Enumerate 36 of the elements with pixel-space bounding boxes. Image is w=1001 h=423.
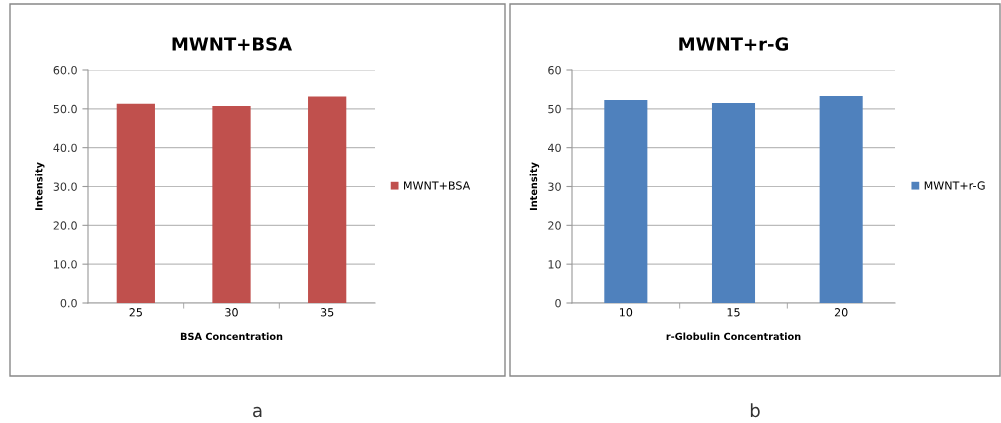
- y-tick-label: 30.0: [53, 182, 77, 191]
- bar: [308, 96, 347, 303]
- legend-label: MWNT+BSA: [404, 181, 471, 190]
- y-tick-label: 10.0: [54, 260, 77, 269]
- text: a: [253, 406, 262, 418]
- legend-label: MWNT+r-G: [924, 181, 985, 190]
- y-tick-label: 0: [555, 298, 561, 308]
- x-tick-label: 25: [129, 308, 142, 317]
- y-axis-title: Intensity: [35, 162, 45, 211]
- y-tick-label: 40.0: [53, 143, 77, 153]
- x-tick-label: 20: [834, 308, 848, 317]
- chart-title: MWNT+r-G: [679, 37, 788, 51]
- x-tick-label: 35: [320, 308, 334, 317]
- y-tick-label: 20.0: [53, 221, 77, 230]
- y-tick-label: 50: [548, 104, 561, 114]
- y-tick-label: 30: [548, 182, 561, 191]
- y-tick-label: 20: [548, 221, 561, 230]
- y-tick-label: 40: [547, 143, 561, 153]
- bar: [116, 103, 155, 303]
- bar: [711, 103, 756, 303]
- x-axis-title: r-Globulin Concentration: [666, 332, 801, 341]
- x-tick-label: 15: [727, 308, 740, 317]
- y-axis-title: Intensity: [529, 162, 540, 211]
- bar: [819, 96, 863, 303]
- y-tick-label: 60.0: [53, 65, 77, 75]
- x-tick-label: 30: [225, 308, 238, 317]
- y-tick-label: 10: [548, 260, 561, 269]
- x-tick-label: 10: [619, 308, 633, 317]
- y-tick-label: 50.0: [53, 104, 77, 114]
- text: b: [750, 403, 760, 418]
- y-tick-label: 60: [548, 65, 561, 75]
- x-axis-title: BSA Concentration: [180, 332, 283, 341]
- bar: [604, 99, 648, 303]
- y-tick-label: 0.0: [60, 298, 77, 308]
- chart-title: MWNT+BSA: [172, 37, 292, 51]
- bar: [212, 106, 251, 303]
